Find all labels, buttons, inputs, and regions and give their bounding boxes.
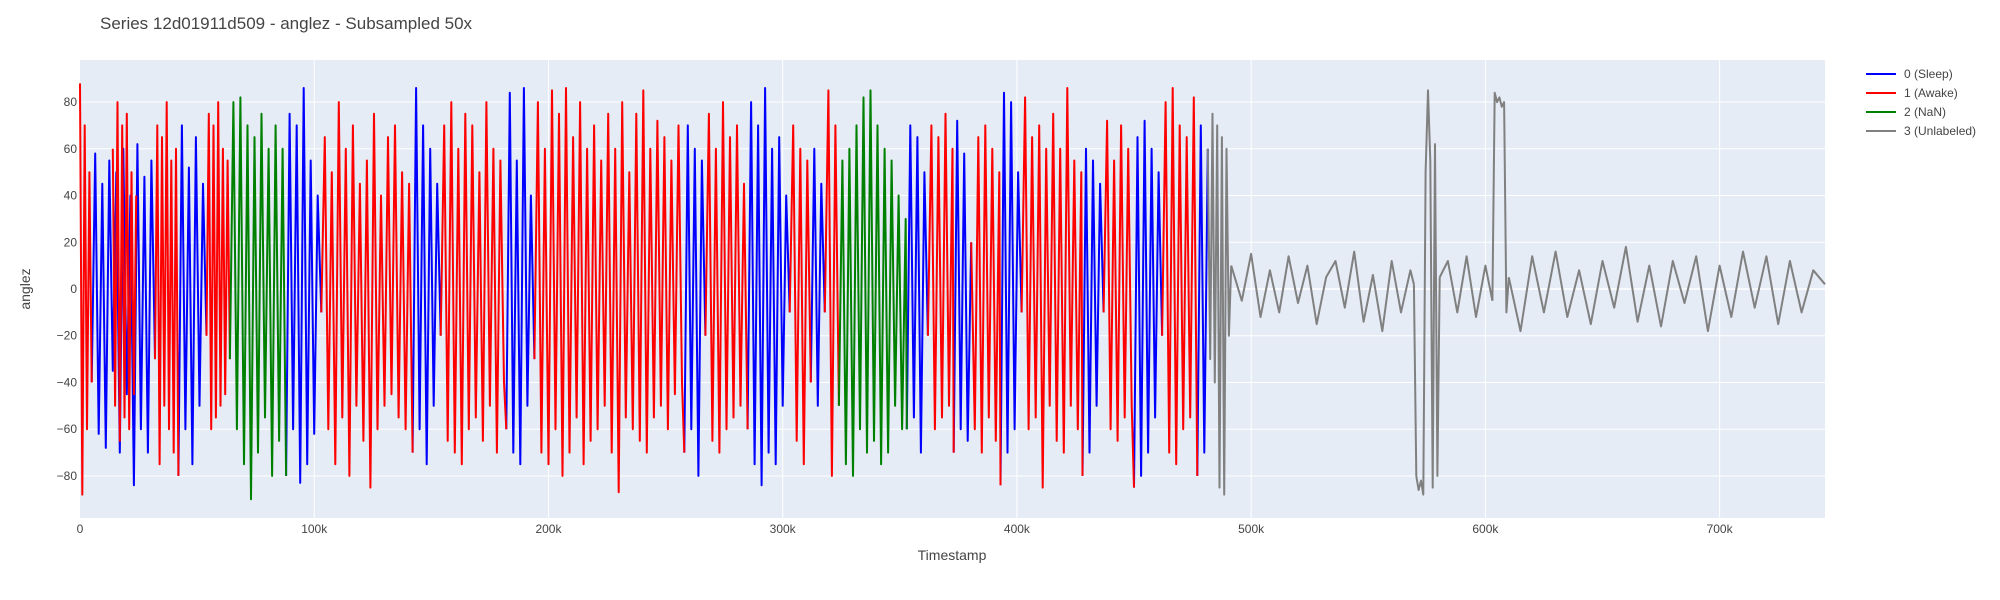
series-line-1 xyxy=(154,101,180,476)
series-line-1 xyxy=(704,101,749,454)
x-tick-label: 400k xyxy=(1004,522,1031,536)
series-line-0 xyxy=(177,124,208,476)
series-line-1 xyxy=(788,124,812,466)
series-line-0 xyxy=(952,119,973,453)
series-line-2 xyxy=(228,96,288,501)
legend-item[interactable]: 2 (NaN) xyxy=(1866,105,1946,119)
series-line-3 xyxy=(1438,255,1494,318)
series-line-0 xyxy=(1196,124,1209,476)
x-axis-ticks: 0 100k 200k 300k 400k 500k 600k 700k xyxy=(77,522,1734,536)
series-line-0 xyxy=(285,87,323,484)
series-line-0 xyxy=(1133,119,1164,488)
series-line-1 xyxy=(320,101,414,489)
series-line-3 xyxy=(1507,245,1826,333)
x-tick-label: 0 xyxy=(77,522,84,536)
series-line-1 xyxy=(1102,119,1135,488)
legend-label: 0 (Sleep) xyxy=(1904,67,1953,81)
series-line-0 xyxy=(809,147,826,407)
series-line-1 xyxy=(111,101,138,442)
series-line-1 xyxy=(823,89,840,477)
y-tick-label: 60 xyxy=(64,142,78,156)
x-tick-label: 600k xyxy=(1472,522,1499,536)
x-tick-label: 100k xyxy=(301,522,328,536)
legend-label: 1 (Awake) xyxy=(1904,86,1958,100)
series-line-2 xyxy=(837,89,908,477)
y-tick-label: 80 xyxy=(64,95,78,109)
series-line-1 xyxy=(926,112,955,453)
x-axis-title: Timestamp xyxy=(918,547,987,563)
legend-label: 2 (NaN) xyxy=(1904,105,1946,119)
legend-item[interactable]: 0 (Sleep) xyxy=(1866,67,1953,81)
series-line-0 xyxy=(411,87,442,466)
y-tick-label: −60 xyxy=(57,422,78,436)
series-line-1 xyxy=(439,101,508,466)
legend-label: 3 (Unlabeled) xyxy=(1904,124,1976,138)
series-line-1 xyxy=(1161,87,1199,476)
series-line-1 xyxy=(1020,87,1084,489)
series-line-3 xyxy=(1491,91,1510,314)
series-line-1 xyxy=(205,101,231,431)
series-line-3 xyxy=(1206,112,1233,496)
series-line-1 xyxy=(79,83,93,496)
y-tick-label: −20 xyxy=(57,329,78,343)
series-line-3 xyxy=(1230,250,1415,333)
y-tick-label: 20 xyxy=(64,235,78,249)
series-line-0 xyxy=(999,91,1023,486)
chart-title: Series 12d01911d509 - anglez - Subsample… xyxy=(100,14,473,33)
series-line-0 xyxy=(746,87,791,487)
x-tick-label: 200k xyxy=(535,522,562,536)
x-tick-label: 300k xyxy=(770,522,797,536)
legend-item[interactable]: 3 (Unlabeled) xyxy=(1866,124,1976,138)
y-tick-label: −80 xyxy=(57,469,78,483)
legend-item[interactable]: 1 (Awake) xyxy=(1866,86,1958,100)
series-line-0 xyxy=(905,124,929,454)
y-tick-label: −40 xyxy=(57,375,78,389)
y-tick-label: 0 xyxy=(70,282,77,296)
series-line-0 xyxy=(1081,147,1105,476)
y-axis-title: anglez xyxy=(17,268,33,309)
series-line-3 xyxy=(1412,89,1441,496)
y-tick-label: 40 xyxy=(64,189,78,203)
legend[interactable]: 0 (Sleep) 1 (Awake) 2 (NaN) 3 (Unlabeled) xyxy=(1866,67,1976,138)
series-line-1 xyxy=(533,87,686,494)
x-tick-label: 700k xyxy=(1707,522,1734,536)
series-lines xyxy=(79,83,1826,501)
series-line-0 xyxy=(683,124,707,477)
series-line-1 xyxy=(970,124,1002,486)
x-tick-label: 500k xyxy=(1238,522,1265,536)
y-axis-ticks: −80 −60 −40 −20 0 20 40 60 80 xyxy=(57,95,78,483)
series-line-0 xyxy=(505,87,536,466)
